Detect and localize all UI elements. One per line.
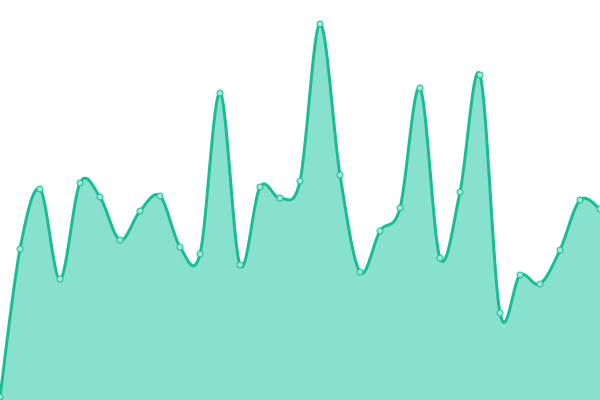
- data-point: [536, 280, 544, 288]
- data-point: [76, 179, 84, 187]
- data-point: [456, 188, 464, 196]
- data-point: [416, 84, 424, 92]
- data-point: [0, 393, 4, 400]
- data-point: [156, 192, 164, 200]
- data-point: [476, 71, 484, 79]
- data-point: [176, 243, 184, 251]
- area-fill: [0, 23, 600, 400]
- data-point: [136, 207, 144, 215]
- data-point: [556, 246, 564, 254]
- data-point: [36, 185, 44, 193]
- data-point: [496, 309, 504, 317]
- data-point: [356, 268, 364, 276]
- data-point: [116, 236, 124, 244]
- data-point: [96, 193, 104, 201]
- data-point: [596, 205, 600, 213]
- data-point: [296, 177, 304, 185]
- data-point: [256, 183, 264, 191]
- data-point: [376, 227, 384, 235]
- data-point: [56, 275, 64, 283]
- data-point: [216, 89, 224, 97]
- data-point: [516, 271, 524, 279]
- data-point: [316, 20, 324, 28]
- data-point: [396, 204, 404, 212]
- data-point: [196, 250, 204, 258]
- data-point: [576, 196, 584, 204]
- data-point: [16, 245, 24, 253]
- data-points: [0, 20, 600, 400]
- data-point: [236, 261, 244, 269]
- data-point: [276, 194, 284, 202]
- data-point: [436, 254, 444, 262]
- data-point: [336, 171, 344, 179]
